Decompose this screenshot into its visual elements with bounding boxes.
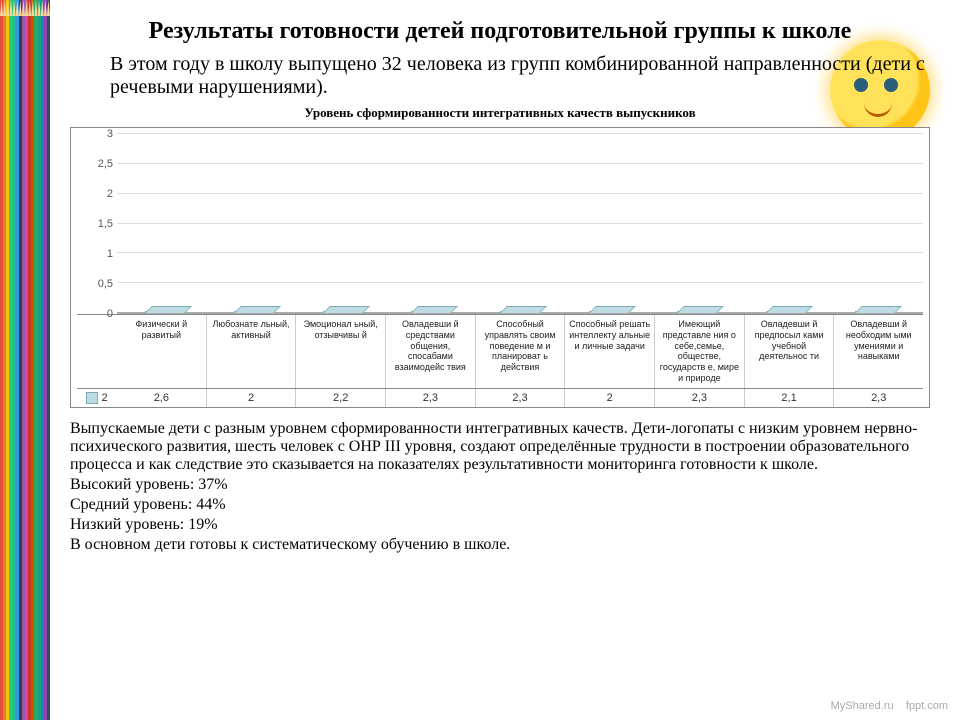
bar bbox=[411, 311, 451, 313]
value-cells: 2,622,22,32,322,32,12,3 bbox=[117, 389, 923, 407]
category-label: Овладевши й предпосыл ками учебной деяте… bbox=[744, 315, 834, 388]
body-para-2: В основном дети готовы к систематическом… bbox=[70, 536, 930, 554]
bar bbox=[766, 311, 806, 313]
watermark: MyShared.ru fppt.com bbox=[831, 700, 948, 712]
value-cell: 2,3 bbox=[385, 389, 475, 407]
category-row: Физически й развитыйЛюбознате льный, акт… bbox=[77, 314, 923, 388]
category-label: Овладевши й средствами общения, спосабам… bbox=[385, 315, 475, 388]
bar bbox=[589, 311, 629, 313]
category-label: Физически й развитый bbox=[117, 315, 206, 388]
category-label: Способный управлять своим поведение м и … bbox=[475, 315, 565, 388]
category-label: Эмоционал ьный, отзывчивы й bbox=[295, 315, 385, 388]
series-label: 2 bbox=[101, 392, 107, 404]
value-cell: 2,6 bbox=[117, 389, 206, 407]
y-axis: 00,511,522,53 bbox=[77, 134, 117, 314]
chart-container: 00,511,522,53 Физически й развитыйЛюбозн… bbox=[70, 127, 930, 408]
bar bbox=[500, 311, 540, 313]
intro-text: В этом году в школу выпущено 32 человека… bbox=[70, 53, 930, 99]
value-cell: 2 bbox=[206, 389, 296, 407]
pencil-strip bbox=[0, 0, 50, 720]
value-cell: 2,1 bbox=[744, 389, 834, 407]
slide: Результаты готовности детей подготовител… bbox=[0, 0, 960, 720]
bar bbox=[855, 311, 895, 313]
chart-plot: 00,511,522,53 bbox=[77, 134, 923, 314]
bars bbox=[117, 134, 923, 313]
bar bbox=[234, 311, 274, 313]
series-legend: 2 bbox=[77, 392, 117, 404]
value-row: 2 2,622,22,32,322,32,12,3 bbox=[77, 388, 923, 407]
value-cell: 2,3 bbox=[654, 389, 744, 407]
category-label: Способный решать интеллекту альные и лич… bbox=[564, 315, 654, 388]
level-low: Низкий уровень: 19% bbox=[70, 516, 930, 534]
value-cell: 2 bbox=[564, 389, 654, 407]
chart-title: Уровень сформированности интегративных к… bbox=[70, 105, 930, 121]
legend-swatch bbox=[86, 392, 98, 404]
value-cell: 2,3 bbox=[475, 389, 565, 407]
bar bbox=[145, 311, 185, 313]
category-label: Любознате льный, активный bbox=[206, 315, 296, 388]
category-label: Имеющий представле ния о себе,семье, общ… bbox=[654, 315, 744, 388]
content-area: Результаты готовности детей подготовител… bbox=[70, 18, 930, 706]
value-cell: 2,3 bbox=[833, 389, 923, 407]
plot-area bbox=[117, 134, 923, 314]
value-cell: 2,2 bbox=[295, 389, 385, 407]
page-title: Результаты готовности детей подготовител… bbox=[70, 18, 930, 45]
level-high: Высокий уровень: 37% bbox=[70, 476, 930, 494]
level-mid: Средний уровень: 44% bbox=[70, 496, 930, 514]
bar bbox=[323, 311, 363, 313]
body-text: Выпускаемые дети с разным уровнем сформи… bbox=[70, 420, 930, 554]
body-para-1: Выпускаемые дети с разным уровнем сформи… bbox=[70, 420, 930, 474]
bar bbox=[677, 311, 717, 313]
category-label: Овладевши й необходим ыми умениями и нав… bbox=[833, 315, 923, 388]
